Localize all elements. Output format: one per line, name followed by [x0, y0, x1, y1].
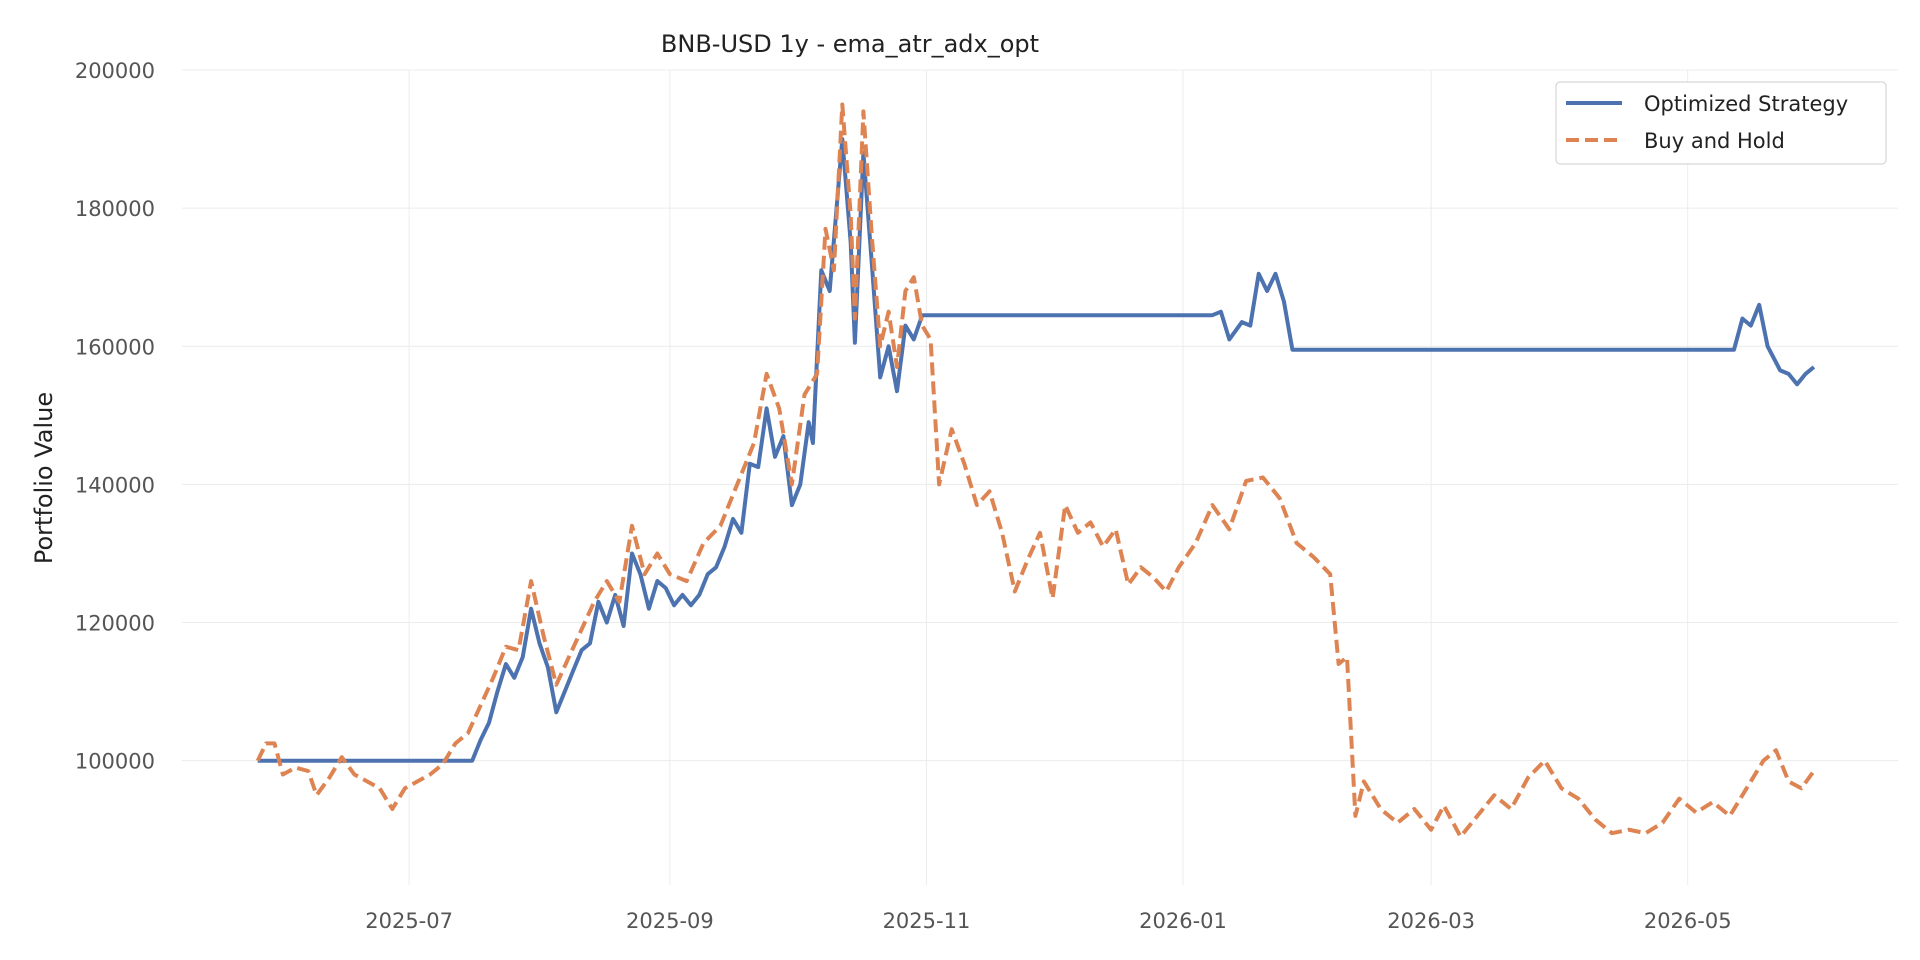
x-tick-label: 2026-05 — [1644, 909, 1732, 933]
y-tick-label: 100000 — [75, 750, 155, 774]
x-tick-label: 2025-09 — [626, 909, 714, 933]
legend-box — [1555, 81, 1887, 165]
y-tick-label: 200000 — [75, 59, 155, 83]
y-tick-label: 140000 — [75, 473, 155, 497]
y-axis-label: Portfolio Value — [30, 392, 58, 564]
legend-label-optimized-strategy: Optimized Strategy — [1644, 92, 1848, 116]
y-tick-label: 180000 — [75, 197, 155, 221]
x-tick-label: 2026-01 — [1139, 909, 1227, 933]
x-tick-label: 2025-11 — [883, 909, 971, 933]
series-layer — [255, 102, 1816, 839]
chart-title: BNB-USD 1y - ema_atr_adx_opt — [661, 30, 1039, 58]
x-tick-label: 2025-07 — [365, 909, 453, 933]
y-tick-label: 160000 — [75, 335, 155, 359]
legend: Optimized Strategy Buy and Hold — [1555, 81, 1887, 165]
y-tick-label: 120000 — [75, 612, 155, 636]
x-tick-label: 2026-03 — [1387, 909, 1475, 933]
legend-label-buy-and-hold: Buy and Hold — [1644, 129, 1785, 153]
series-line-optimized-strategy — [257, 137, 1816, 763]
grid-layer — [182, 69, 1898, 885]
series-line-buy-and-hold — [255, 102, 1816, 839]
axis-layer: 100000 120000 140000 160000 180000 200000 2025… — [75, 59, 1732, 933]
